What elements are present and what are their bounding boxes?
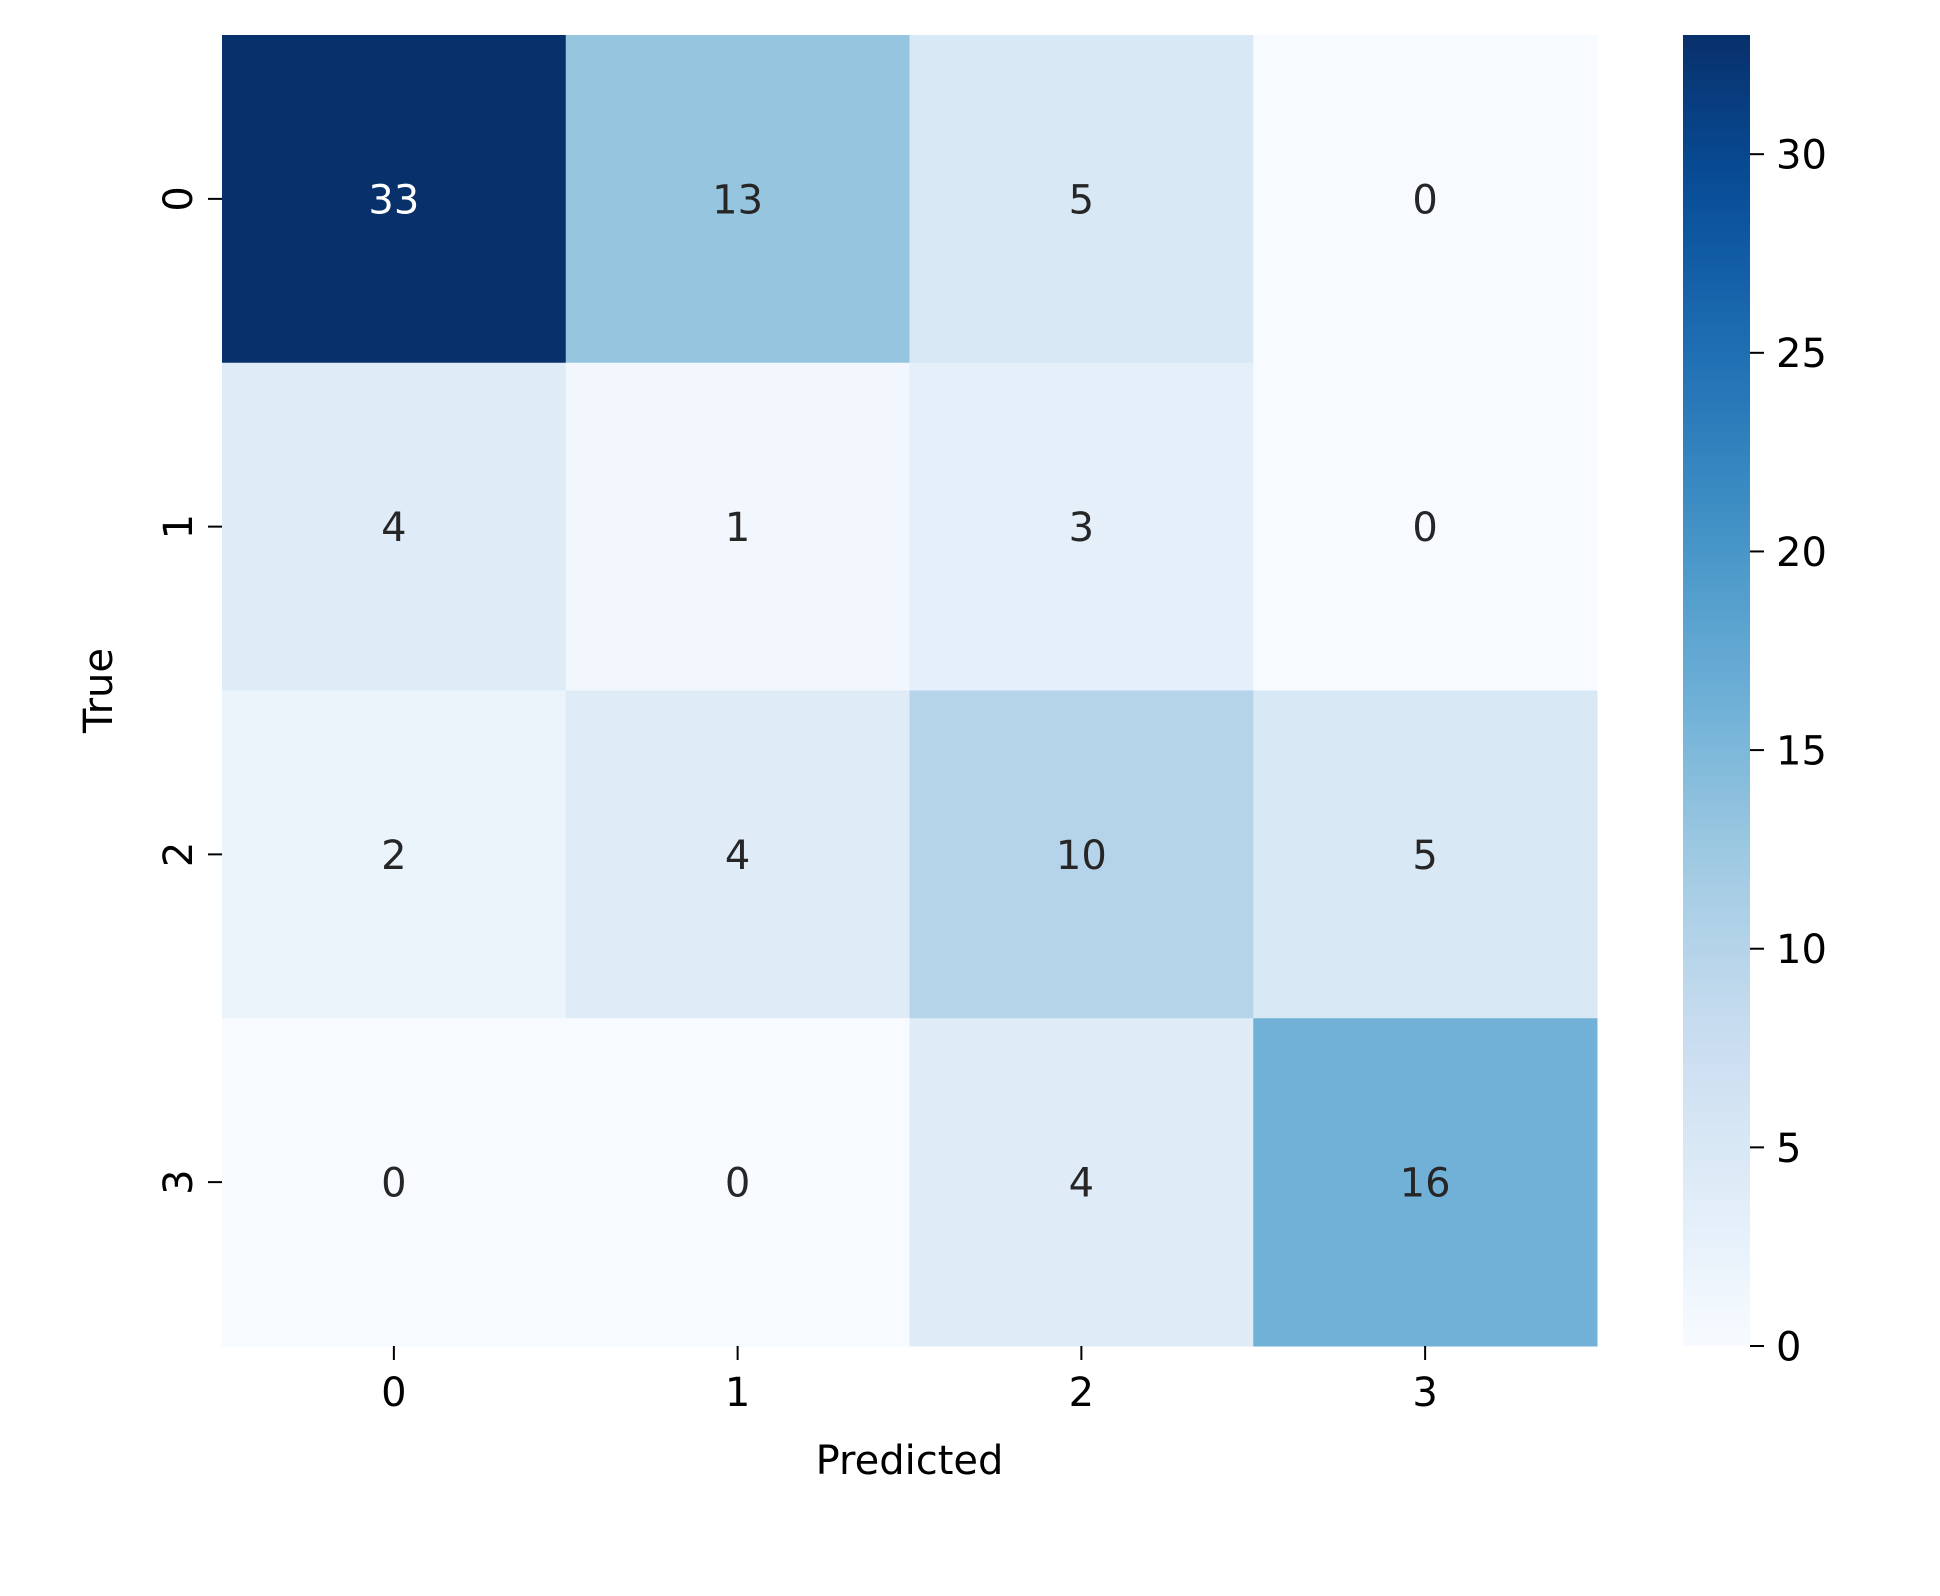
y-tick-label-3: 3: [156, 1169, 202, 1194]
heatmap-cell-r1-c1: [565, 362, 910, 691]
heatmap-cell-r0-c2: [909, 35, 1254, 364]
x-axis-label: Predicted: [816, 1438, 1004, 1484]
y-tick-label-0: 0: [156, 186, 202, 211]
heatmap-cell-r3-c2: [909, 1018, 1254, 1347]
colorbar-tick-label-6: 30: [1776, 133, 1827, 179]
colorbar-tick-label-4: 20: [1776, 530, 1827, 576]
cell-annotation-r0-c1: 13: [712, 177, 763, 223]
x-tick-label-1: 1: [725, 1370, 750, 1416]
heatmap-cell-r3-c3: [1253, 1018, 1598, 1347]
heatmap-cell-r3-c1: [565, 1018, 910, 1347]
cell-annotation-r1-c1: 1: [725, 505, 750, 551]
colorbar-tick-label-5: 25: [1776, 331, 1827, 377]
heatmap-cell-r0-c1: [565, 35, 910, 364]
y-tick-label-2: 2: [156, 842, 202, 867]
heatmap-cell-r0-c3: [1253, 35, 1598, 364]
colorbar-tick-label-1: 5: [1776, 1126, 1801, 1172]
colorbar-tick-label-0: 0: [1776, 1324, 1801, 1370]
cell-annotation-r3-c1: 0: [725, 1161, 750, 1207]
cell-annotation-r3-c2: 4: [1069, 1161, 1094, 1207]
colorbar-tick-label-3: 15: [1776, 728, 1827, 774]
x-axis: 0 1 2 3: [381, 1346, 1438, 1416]
cell-annotation-r3-c0: 0: [381, 1161, 406, 1207]
cell-annotation-r1-c3: 0: [1412, 505, 1437, 551]
heatmap-cell-r0-c0: [222, 35, 567, 364]
heatmap-cell-r1-c3: [1253, 362, 1598, 691]
y-axis-label: True: [76, 648, 122, 734]
cell-annotation-r3-c3: 16: [1400, 1161, 1451, 1207]
x-tick-label-3: 3: [1412, 1370, 1437, 1416]
cell-annotation-r2-c0: 2: [381, 833, 406, 879]
cell-annotations: 33 13 5 04 1 3 02 4 10 50 0 4 16: [368, 177, 1450, 1206]
cell-annotation-r2-c3: 5: [1412, 833, 1437, 879]
cell-annotation-r1-c2: 3: [1069, 505, 1094, 551]
heatmap-cell-r2-c0: [222, 690, 567, 1019]
heatmap-cell-r2-c3: [1253, 690, 1598, 1019]
x-tick-label-2: 2: [1069, 1370, 1094, 1416]
heatmap-cell-r3-c0: [222, 1018, 567, 1347]
cell-annotation-r0-c2: 5: [1069, 177, 1094, 223]
cell-annotation-r0-c3: 0: [1412, 177, 1437, 223]
heatmap-cell-r2-c1: [565, 690, 910, 1019]
heatmap-cell-r1-c2: [909, 362, 1254, 691]
heatmap-cell-r2-c2: [909, 690, 1254, 1019]
heatmap-cell-r1-c0: [222, 362, 567, 691]
colorbar: [1683, 35, 1750, 1346]
colorbar-tick-label-2: 10: [1776, 927, 1827, 973]
heatmap-cells: [222, 35, 1598, 1347]
cell-annotation-r2-c1: 4: [725, 833, 750, 879]
cell-annotation-r0-c0: 33: [368, 177, 419, 223]
y-axis: 0 1 2 3: [156, 186, 222, 1195]
colorbar-axis: 0 5 10 15 20 25 30: [1750, 133, 1827, 1370]
cell-annotation-r2-c2: 10: [1056, 833, 1107, 879]
x-tick-label-0: 0: [381, 1370, 406, 1416]
cell-annotation-r1-c0: 4: [381, 505, 406, 551]
y-tick-label-1: 1: [156, 514, 202, 539]
